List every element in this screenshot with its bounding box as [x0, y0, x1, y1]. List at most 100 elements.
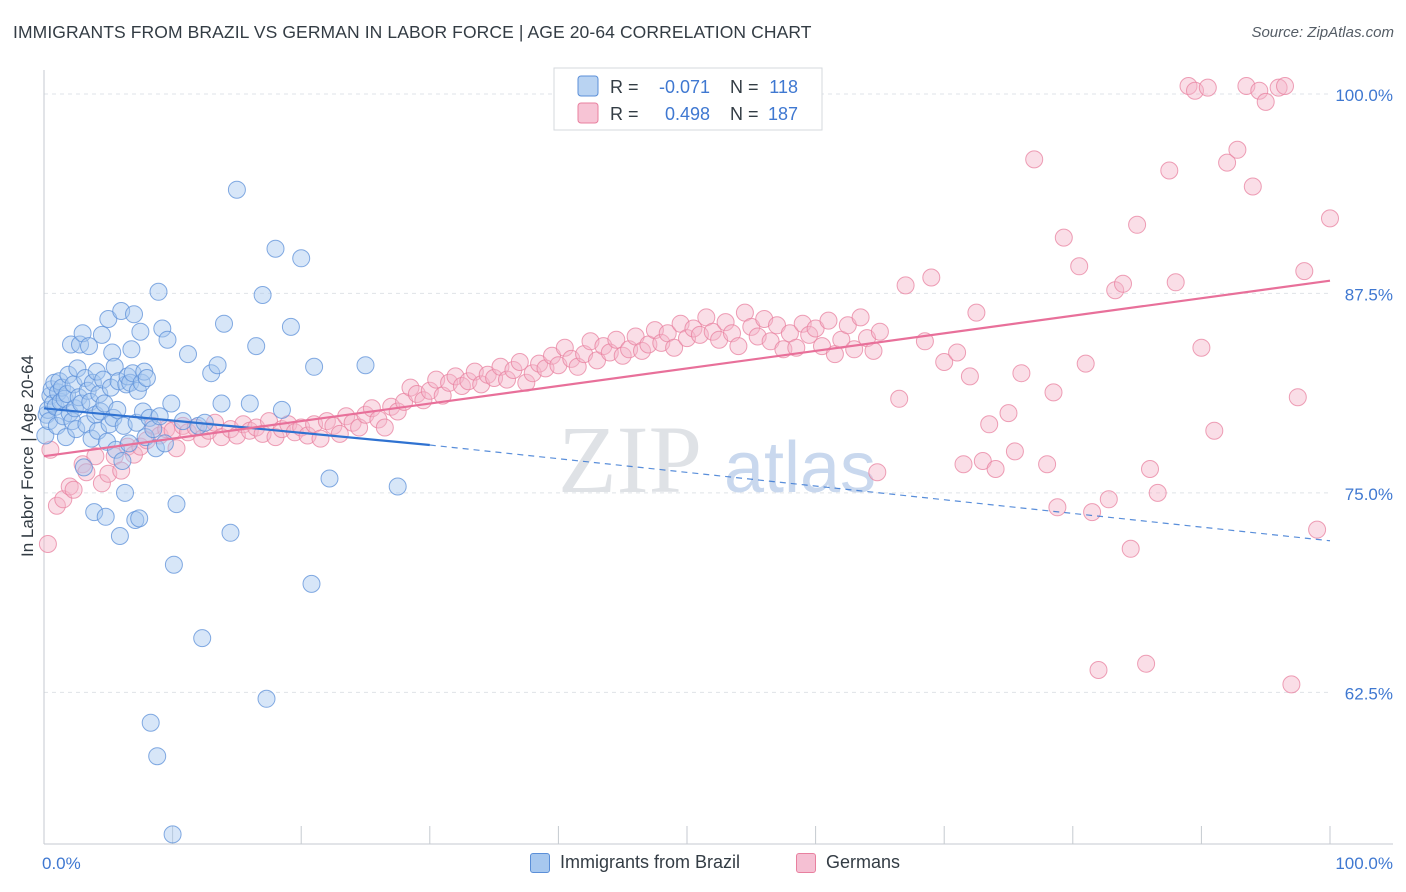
german-point-150: [1048, 498, 1067, 517]
brazil-point-67: [122, 340, 141, 359]
german-point-169: [1198, 78, 1217, 97]
german-point-98: [665, 338, 684, 357]
brazil-point-49: [99, 310, 118, 328]
german-point-108: [729, 337, 748, 356]
german-point-53: [375, 418, 394, 437]
german-point-101: [684, 319, 703, 338]
brazil-point-114: [305, 357, 324, 376]
y-tick-label-0: 62.5%: [1345, 684, 1393, 703]
german-point-137: [948, 343, 967, 362]
brazil-point-100: [208, 356, 227, 375]
german-point-152: [1070, 257, 1089, 276]
german-point-155: [1089, 661, 1108, 679]
german-point-163: [1148, 483, 1167, 502]
brazil-point-95: [179, 345, 197, 364]
german-point-43: [311, 429, 330, 448]
german-point-106: [716, 313, 735, 332]
german-point-129: [864, 341, 883, 360]
brazil-point-106: [247, 337, 266, 356]
brazil-point-104: [227, 180, 246, 199]
legend-item-brazil[interactable]: Immigrants from Brazil: [530, 852, 740, 873]
brazil-point-38: [85, 503, 104, 522]
series-legend: Immigrants from Brazil Germans: [0, 852, 1406, 878]
german-point-21: [167, 439, 186, 458]
german-point-130: [870, 322, 889, 341]
tick-labels: 62.5% 75.0% 87.5% 100.0% 0.0% 100.0%: [42, 86, 1393, 873]
german-point-139: [960, 367, 979, 386]
brazil-point-0: [36, 426, 55, 445]
german-point-153: [1076, 354, 1095, 373]
brazil-point-108: [257, 689, 276, 708]
x-tick-label-1: 100.0%: [1335, 854, 1393, 873]
german-point-160: [1128, 215, 1147, 234]
german-point-179: [1282, 675, 1301, 694]
german-point-181: [1295, 262, 1314, 281]
brazil-point-74: [131, 322, 150, 341]
german-point-141: [973, 452, 992, 470]
brazil-point-69: [125, 305, 143, 324]
german-point-172: [1228, 140, 1247, 159]
brazil-point-89: [158, 330, 177, 349]
brazil-point-91: [163, 825, 182, 844]
brazil-point-93: [167, 495, 186, 514]
watermark-zip: ZIP: [558, 406, 702, 513]
brazil-point-113: [302, 574, 321, 593]
brazil-point-51: [101, 378, 120, 397]
brazil-point-85: [149, 282, 168, 301]
german-point-145: [1005, 442, 1024, 461]
stats-n-label-2: N =: [730, 104, 759, 124]
german-point-183: [1308, 520, 1327, 539]
brazil-point-107: [253, 286, 272, 304]
brazil-point-37: [83, 373, 102, 392]
brazil-point-34: [80, 337, 98, 356]
brazil-trend-dashed: [429, 444, 1331, 542]
brazil-point-68: [123, 364, 142, 383]
german-point-143: [986, 460, 1005, 478]
german-point-151: [1054, 228, 1073, 247]
brazil-point-115: [320, 469, 339, 488]
german-point-12: [112, 461, 131, 480]
brazil-point-117: [388, 477, 407, 496]
brazil-point-58: [110, 527, 129, 545]
axes: [43, 70, 1393, 845]
brazil-point-84: [148, 747, 167, 766]
german-point-159: [1121, 539, 1140, 558]
stats-r-label-1: R =: [610, 77, 639, 97]
german-point-113: [761, 332, 780, 351]
german-point-115: [774, 340, 793, 359]
brazil-point-92: [164, 555, 183, 574]
german-point-177: [1269, 78, 1288, 97]
german-point-7: [77, 463, 96, 482]
brazil-point-110: [272, 400, 291, 419]
german-point-142: [980, 415, 999, 434]
legend-item-germans[interactable]: Germans: [796, 852, 900, 873]
brazil-point-54: [105, 357, 124, 376]
brazil-point-87: [153, 319, 172, 338]
german-point-135: [922, 268, 941, 287]
brazil-point-25: [68, 359, 87, 378]
stats-r-value-1: -0.071: [659, 77, 710, 97]
german-point-2: [47, 496, 66, 515]
brazil-point-44: [92, 325, 111, 344]
brazil-point-112: [292, 249, 311, 268]
german-point-158: [1114, 274, 1132, 293]
german-point-154: [1083, 503, 1102, 522]
legend-label-brazil: Immigrants from Brazil: [560, 852, 741, 872]
german-point-133: [896, 276, 915, 295]
german-point-90: [613, 346, 632, 365]
brazil-point-101: [212, 394, 231, 413]
german-point-156: [1099, 490, 1118, 509]
german-point-148: [1038, 455, 1057, 474]
german-trend-line: [43, 279, 1331, 458]
brazil-point-88: [155, 434, 174, 453]
german-point-77: [530, 354, 549, 373]
brazil-point-30: [74, 458, 93, 477]
stats-r-label-2: R =: [610, 104, 639, 124]
data-points: [36, 77, 1339, 844]
y-tick-label-1: 75.0%: [1345, 485, 1393, 504]
german-point-114: [768, 316, 786, 335]
brazil-point-111: [281, 317, 300, 336]
german-point-46: [330, 424, 349, 443]
y-tick-label-2: 87.5%: [1345, 285, 1393, 304]
german-point-171: [1218, 153, 1237, 172]
